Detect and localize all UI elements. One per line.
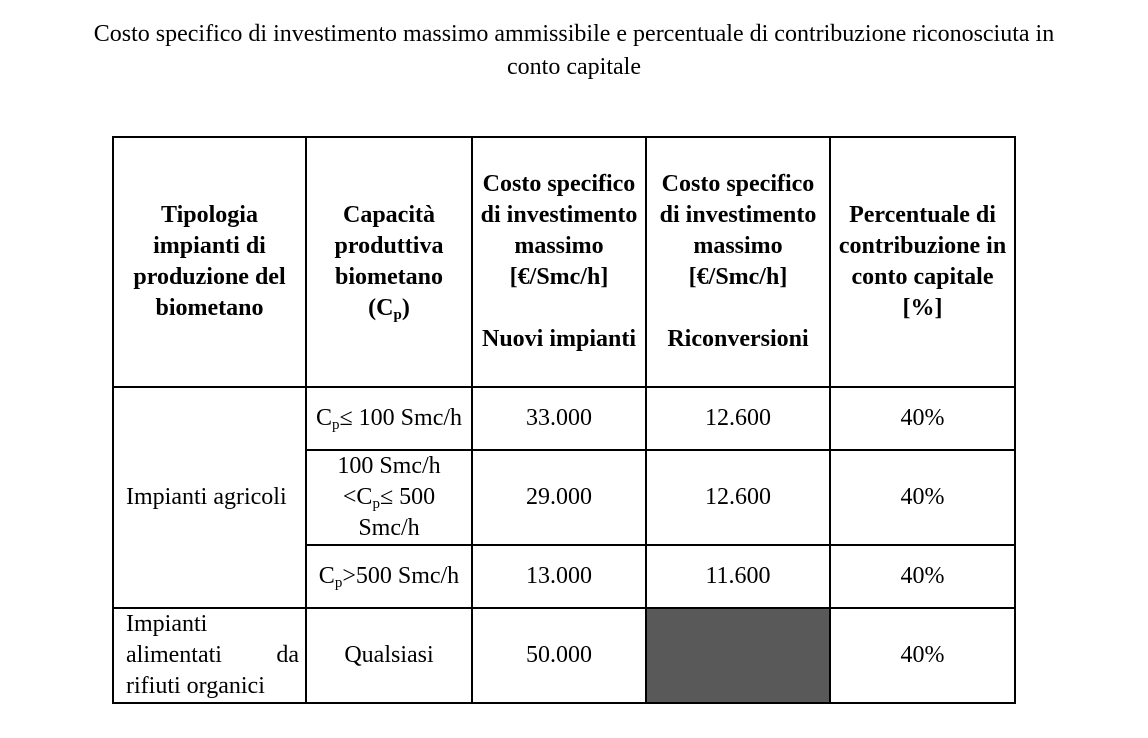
table-row: Impianti agricoli Cp≤ 100 Smc/h 33.000 1… [112,386,1016,609]
header-capacita-unit-close: ) [401,295,410,321]
capacita-subscript: p [332,417,340,433]
header-capacita-subscript: p [393,307,402,323]
table-row: Cp>500 Smc/h 13.000 11.600 40% [113,544,1016,609]
nuovi-cell: 29.000 [471,449,647,546]
capacita-symbol: C [315,405,332,431]
cost-table: Tipologia impianti di produzione del bio… [112,136,1016,704]
header-riconversioni: Riconversioni [667,326,809,352]
header-costo-riconversioni-label: Costo specifico di investimento massimo … [659,171,817,290]
header-capacita-unit-open: (C [368,295,394,321]
capacita-cell: Cp>500 Smc/h [305,544,473,609]
group-impianti-agricoli: Impianti agricoli [112,386,307,609]
header-percentuale: Percentuale di contribuzione in conto ca… [829,136,1016,388]
document-title: Costo specifico di investimento massimo … [0,18,1148,84]
capacita-suffix: ≤ 100 Smc/h [339,405,463,431]
capacita-prefix: 100 Smc/h < [337,453,441,510]
nuovi-cell: 33.000 [471,386,647,451]
riconversioni-cell-shaded [645,607,831,704]
capacita-cell: Qualsiasi [305,607,473,704]
header-nuovi-impianti: Nuovi impianti [481,326,637,352]
header-tipologia: Tipologia impianti di produzione del bio… [112,136,307,388]
capacita-subscript: p [334,575,343,591]
capacita-suffix: >500 Smc/h [342,563,460,589]
header-costo-nuovi: Costo specifico di investimento massimo … [471,136,647,388]
capacita-cell: 100 Smc/h <Cp≤ 500 Smc/h [305,449,473,546]
percentuale-cell: 40% [829,386,1016,451]
capacita-symbol: C [318,563,335,589]
percentuale-cell: 40% [829,544,1016,609]
header-row: Tipologia impianti di produzione del bio… [112,136,1016,388]
table-row: Impianti alimentati da rifiuti organici … [112,607,1016,704]
header-costo-riconversioni: Costo specifico di investimento massimo … [645,136,831,388]
header-capacita-label: Capacità produttiva biometano [334,202,444,290]
riconversioni-cell: 12.600 [645,449,831,546]
group-impianti-rifiuti: Impianti alimentati da rifiuti organici [112,607,307,704]
table-row: 100 Smc/h <Cp≤ 500 Smc/h 29.000 12.600 4… [113,449,1016,546]
percentuale-cell: 40% [829,449,1016,546]
capacita-suffix: ≤ 500 Smc/h [358,484,436,541]
header-costo-nuovi-label: Costo specifico di investimento massimo … [480,171,638,290]
title-line-2: conto capitale [507,54,641,80]
riconversioni-cell: 11.600 [645,544,831,609]
header-capacita: Capacità produttiva biometano (Cp) [305,136,473,388]
percentuale-cell: 40% [829,607,1016,704]
riconversioni-cell: 12.600 [645,386,831,451]
capacita-subscript: p [372,496,380,512]
nuovi-cell: 13.000 [471,544,647,609]
capacita-cell: Cp≤ 100 Smc/h [305,386,473,451]
nuovi-cell: 50.000 [471,607,647,704]
capacita-symbol: C [356,484,373,510]
title-line-1: Costo specifico di investimento massimo … [93,21,1055,47]
